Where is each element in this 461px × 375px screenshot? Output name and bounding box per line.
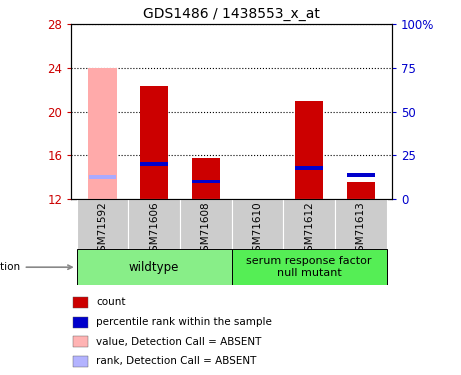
- Text: GSM71592: GSM71592: [97, 201, 107, 258]
- Bar: [347, 173, 375, 177]
- Bar: [140, 162, 168, 166]
- Bar: [73, 356, 88, 367]
- Bar: [128, 199, 180, 249]
- Bar: [73, 316, 88, 327]
- Bar: [192, 180, 220, 183]
- Bar: [284, 199, 335, 249]
- Bar: [88, 68, 117, 199]
- Text: GSM71608: GSM71608: [201, 201, 211, 258]
- Text: serum response factor
null mutant: serum response factor null mutant: [247, 256, 372, 278]
- Text: rank, Detection Call = ABSENT: rank, Detection Call = ABSENT: [96, 356, 256, 366]
- Bar: [89, 175, 116, 179]
- Text: GSM71613: GSM71613: [356, 201, 366, 258]
- Bar: [73, 336, 88, 347]
- Bar: [77, 249, 231, 285]
- Bar: [295, 166, 323, 170]
- Bar: [347, 182, 375, 199]
- Text: wildtype: wildtype: [129, 261, 179, 274]
- Title: GDS1486 / 1438553_x_at: GDS1486 / 1438553_x_at: [143, 7, 320, 21]
- Text: percentile rank within the sample: percentile rank within the sample: [96, 317, 272, 327]
- Bar: [295, 100, 323, 199]
- Bar: [231, 249, 387, 285]
- Bar: [180, 199, 231, 249]
- Text: count: count: [96, 297, 125, 307]
- Bar: [231, 199, 284, 249]
- Text: GSM71610: GSM71610: [253, 201, 262, 258]
- Text: GSM71606: GSM71606: [149, 201, 159, 258]
- Bar: [140, 87, 168, 199]
- Bar: [73, 297, 88, 308]
- Bar: [77, 199, 128, 249]
- Text: genotype/variation: genotype/variation: [0, 262, 72, 272]
- Bar: [335, 199, 387, 249]
- Text: GSM71612: GSM71612: [304, 201, 314, 258]
- Bar: [192, 158, 220, 199]
- Text: value, Detection Call = ABSENT: value, Detection Call = ABSENT: [96, 337, 261, 347]
